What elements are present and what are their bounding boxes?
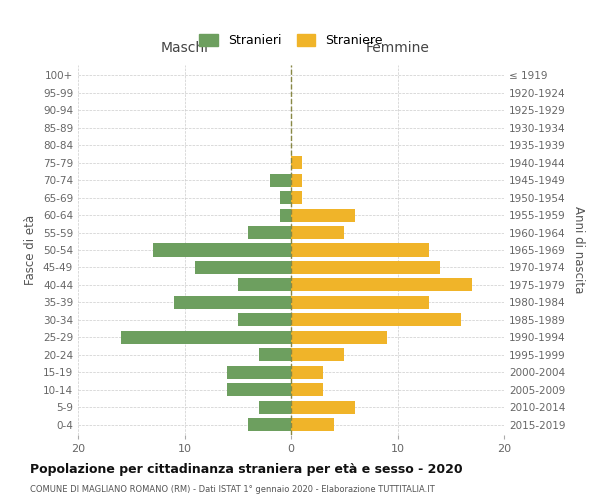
Bar <box>291 314 461 326</box>
Bar <box>291 418 334 431</box>
Bar <box>238 314 291 326</box>
Bar <box>291 330 387 344</box>
Bar <box>291 156 302 170</box>
Bar <box>291 208 355 222</box>
Text: COMUNE DI MAGLIANO ROMANO (RM) - Dati ISTAT 1° gennaio 2020 - Elaborazione TUTTI: COMUNE DI MAGLIANO ROMANO (RM) - Dati IS… <box>30 485 435 494</box>
Bar <box>291 383 323 396</box>
Bar <box>152 244 291 256</box>
Text: Maschi: Maschi <box>161 40 209 54</box>
Y-axis label: Fasce di età: Fasce di età <box>25 215 37 285</box>
Bar <box>291 261 440 274</box>
Bar <box>291 278 472 291</box>
Bar <box>227 366 291 378</box>
Bar <box>248 418 291 431</box>
Bar <box>259 348 291 362</box>
Bar <box>259 400 291 413</box>
Y-axis label: Anni di nascita: Anni di nascita <box>572 206 585 294</box>
Bar <box>291 400 355 413</box>
Text: Femmine: Femmine <box>365 40 430 54</box>
Bar <box>291 366 323 378</box>
Bar <box>121 330 291 344</box>
Bar <box>270 174 291 186</box>
Bar <box>291 348 344 362</box>
Bar <box>280 208 291 222</box>
Bar <box>248 226 291 239</box>
Bar <box>291 226 344 239</box>
Bar <box>291 244 430 256</box>
Bar <box>227 383 291 396</box>
Legend: Stranieri, Straniere: Stranieri, Straniere <box>196 30 386 51</box>
Bar <box>280 191 291 204</box>
Bar <box>291 191 302 204</box>
Bar <box>174 296 291 309</box>
Bar <box>238 278 291 291</box>
Text: Popolazione per cittadinanza straniera per età e sesso - 2020: Popolazione per cittadinanza straniera p… <box>30 462 463 475</box>
Bar <box>195 261 291 274</box>
Bar <box>291 174 302 186</box>
Bar <box>291 296 430 309</box>
